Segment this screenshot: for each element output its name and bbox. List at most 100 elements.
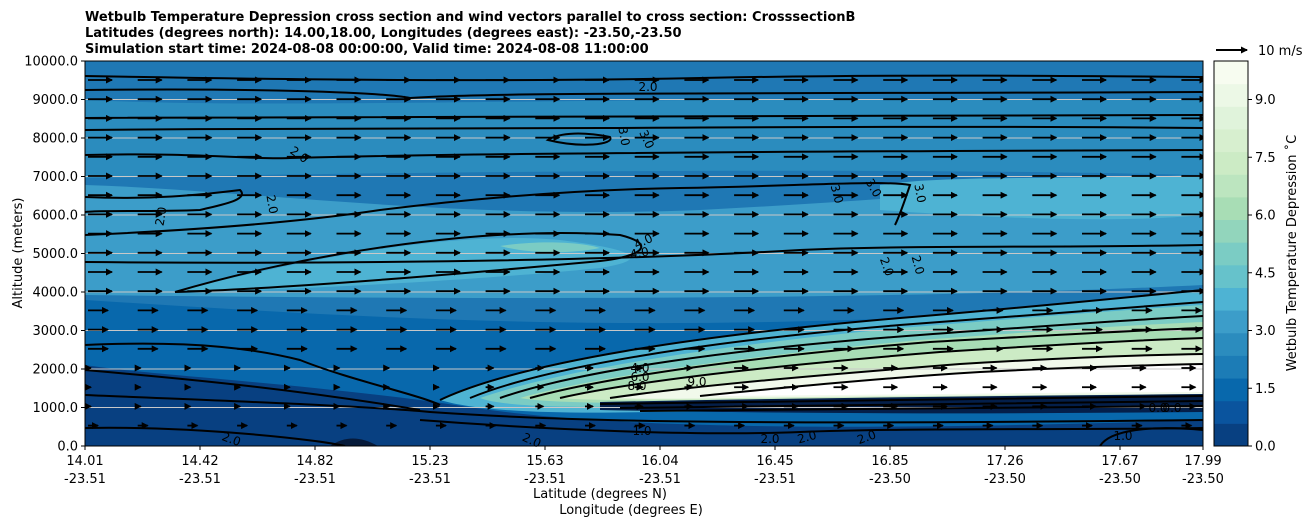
y-tick-label: 10000.0 [24,55,78,70]
colorbar-swatch [1214,310,1248,334]
contour-label: 2.0 [638,80,657,94]
contour-line [85,426,346,446]
colorbar-swatch [1214,106,1248,130]
contour-label: 2.0 [909,254,927,276]
colorbar-swatch [1214,128,1248,153]
contour-label: 2.0 [877,255,897,278]
y-axis-label: Altitude (meters) [11,198,26,309]
colorbar-tick-label: 9.0 [1255,93,1276,108]
contour-label: 8.0 [627,379,646,393]
contour-label: 3.0 [615,126,632,147]
y-tick-label: 0.0 [57,440,78,455]
contour-label: 0.0 [1162,401,1181,415]
contour-line [85,149,1203,160]
colorbar-swatch [1214,83,1248,107]
contour-line [439,289,1203,401]
y-tick-label: 9000.0 [33,93,79,108]
contour-line [619,400,1203,409]
colorbar-tick-label: 1.5 [1255,382,1276,397]
contour-label: 2.0 [760,432,779,446]
x-tick-label-longitude: -23.51 [754,472,796,487]
colorbar-swatch [1214,423,1248,447]
colorbar-swatch [1214,332,1248,356]
y-tick-label: 2000.0 [33,363,79,378]
contour-line [85,369,421,411]
y-axis: 0.0 1000.0 2000.0 3000.0 4000.0 5000.0 6000.0 7… [24,55,85,455]
colorbar-tick-label: 6.0 [1255,209,1276,224]
contour-line [599,395,1203,405]
contour-label: 2.0 [855,427,878,447]
contour-line [85,394,1203,424]
y-tick-label: 1000.0 [33,401,79,416]
x-tick-label-longitude: -23.50 [984,472,1026,487]
contour-label: 4.0 [630,361,649,375]
colorbar-tick-label: 3.0 [1255,324,1276,339]
x-axis-label-longitude: Longitude (degrees E) [559,503,703,518]
chart-title-line-1: Wetbulb Temperature Depression cross sec… [85,10,855,25]
y-tick-label: 8000.0 [33,132,79,147]
x-tick-label-latitude: 17.26 [986,454,1023,469]
contour-line [469,301,1203,399]
x-tick-label-longitude: -23.51 [64,472,106,487]
contour-line [419,419,1203,435]
x-tick-label-latitude: 14.01 [66,454,103,469]
chart-title-line-2: Latitudes (degrees north): 14.00,18.00, … [85,26,682,41]
colorbar-frame [1213,60,1249,447]
colorbar [1214,61,1248,447]
x-tick-label-latitude: 15.23 [411,454,448,469]
x-tick-label-latitude: 17.99 [1184,454,1221,469]
contour-label: 3.0 [828,183,846,205]
colorbar-tick-label: 0.0 [1255,440,1276,455]
contour-line [545,132,612,146]
contour-label: 0.0 [1148,401,1167,415]
colorbar-swatch [1214,355,1248,379]
colorbar-swatch [1214,242,1248,266]
contour-line [85,182,912,236]
colorbar-swatch [1214,61,1248,85]
contour-line [499,315,1203,399]
x-tick-label-longitude: -23.51 [639,472,681,487]
contour-line [85,125,1203,131]
x-tick-label-latitude: 16.85 [871,454,908,469]
contour-label: 1.0 [632,424,651,438]
contour-line [529,327,1203,399]
chart-title-line-3: Simulation start time: 2024-08-08 00:00:… [85,42,649,57]
x-axis-label-latitude: Latitude (degrees N) [533,487,667,502]
colorbar-swatch [1214,174,1248,198]
colorbar-swatch [1214,378,1248,402]
x-tick-label-longitude: -23.51 [409,472,451,487]
colorbar-swatch [1214,196,1248,221]
colorbar-tick-label: 7.5 [1255,151,1276,166]
x-tick-label-latitude: 17.67 [1101,454,1138,469]
x-tick-label-latitude: 15.63 [526,454,563,469]
colorbar-tick-label: 4.5 [1255,266,1276,281]
wind-vector-field [85,76,1203,430]
contour-label: 2.0 [263,194,280,215]
x-tick-label-longitude: -23.50 [1099,472,1141,487]
x-tick-label-longitude: -23.50 [869,472,911,487]
contour-label: 9.0 [687,375,706,389]
x-axis: 14.01 -23.51 14.42 -23.51 14.82 -23.51 15.23 -2… [64,446,1224,487]
contour-labels: 2.03.0 3.02.02.02.04.04.03.0 3.0 3.02.0 2.04… [153,80,1182,451]
contour-line [609,353,1203,399]
contour-label: 1.0 [1113,429,1132,443]
colorbar-ticks: 0.0 1.5 3.0 4.5 6.0 7.5 9.0 [1248,93,1276,455]
contour-line [559,337,1203,399]
contour-line [85,114,1203,119]
x-tick-label-latitude: 14.42 [181,454,218,469]
quiver-key-label: 10 m/s [1258,44,1303,59]
x-tick-label-longitude: -23.51 [294,472,336,487]
contour-line [85,342,441,406]
contour-label: 2.0 [220,429,243,449]
x-tick-label-longitude: -23.51 [524,472,566,487]
colorbar-swatch [1214,151,1248,175]
x-tick-label-latitude: 16.04 [641,454,678,469]
x-tick-label-longitude: -23.50 [1182,472,1224,487]
colorbar-swatch [1214,219,1248,243]
colorbar-swatch [1214,264,1248,288]
colorbar-swatch [1214,400,1248,424]
contour-label: 2.0 [796,428,818,446]
y-tick-label: 3000.0 [33,324,79,339]
colorbar-swatch [1214,287,1248,311]
